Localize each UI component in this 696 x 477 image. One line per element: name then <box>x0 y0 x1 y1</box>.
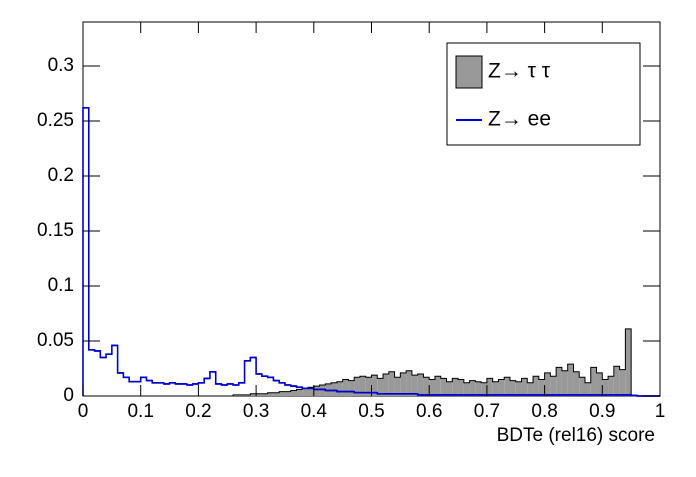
hist-bar <box>492 381 499 396</box>
hist-bar <box>342 379 349 396</box>
hist-bar <box>469 380 476 396</box>
x-tick-label: 0.3 <box>243 401 269 422</box>
x-tick-label: 0.8 <box>531 401 557 422</box>
hist-bar <box>238 394 245 396</box>
hist-bar <box>579 377 585 396</box>
hist-bar <box>423 377 430 396</box>
hist-outline <box>83 328 660 397</box>
hist-bar <box>383 374 389 396</box>
x-tick-label: 1 <box>655 401 666 422</box>
x-tick-label: 0 <box>78 401 89 422</box>
hist-bar <box>504 377 510 396</box>
hist-bar <box>515 381 522 396</box>
y-tick-label: 0.3 <box>48 55 74 76</box>
hist-bar <box>411 375 418 396</box>
x-tick-label: 0.7 <box>474 401 500 422</box>
hist-bar <box>394 377 401 396</box>
hist-bar <box>625 328 632 396</box>
hist-bar <box>550 376 557 396</box>
hist-bar <box>440 378 447 396</box>
hist-bar <box>533 376 539 396</box>
x-tick-label: 0.9 <box>589 401 615 422</box>
x-axis-label: BDTe (rel16) score <box>497 425 655 446</box>
hist-bar <box>475 381 482 396</box>
hist-bar <box>584 382 591 396</box>
hist-bar <box>463 382 470 396</box>
hist-bar <box>371 375 378 396</box>
hist-bar <box>619 369 626 396</box>
hist-bar <box>544 372 551 396</box>
hist-bar <box>400 372 407 396</box>
hist-outline <box>82 107 660 397</box>
y-tick-label: 0.25 <box>37 110 74 131</box>
hist-bar <box>336 381 343 396</box>
hist-bar <box>296 389 303 396</box>
x-tick-label: 0.5 <box>358 401 384 422</box>
hist-bar <box>354 377 360 396</box>
y-tick-label: 0.05 <box>37 330 74 351</box>
hist-bar <box>608 376 614 396</box>
hist-bar <box>388 371 395 396</box>
hist-bar <box>527 382 534 396</box>
y-tick-label: 0 <box>63 385 74 406</box>
hist-bar <box>319 385 326 396</box>
legend-label: Z→ τ τ <box>488 60 551 83</box>
hist-bar <box>359 376 366 396</box>
hist-bar <box>233 394 239 396</box>
hist-bar <box>481 382 487 396</box>
hist-bar <box>573 371 580 396</box>
y-tick-label: 0.1 <box>48 275 74 296</box>
hist-bar <box>267 392 274 396</box>
x-tick-label: 0.2 <box>185 401 211 422</box>
hist-bar <box>365 377 372 396</box>
hist-bar <box>590 367 597 396</box>
legend-swatch <box>455 55 483 89</box>
hist-bar <box>446 381 453 396</box>
hist-bar <box>256 393 262 396</box>
hist-bar <box>348 380 355 396</box>
x-tick-label: 0.1 <box>127 401 153 422</box>
hist-bar <box>596 372 603 396</box>
hist-bar <box>521 378 528 396</box>
hist-bar <box>302 388 309 396</box>
hist-bar <box>509 380 516 396</box>
hist-bar <box>406 370 412 396</box>
hist-bar <box>613 366 620 396</box>
hist-bar <box>273 392 280 396</box>
hist-bar <box>308 387 314 396</box>
hist-bar <box>498 379 505 396</box>
hist-bar <box>434 376 441 396</box>
hist-bar <box>279 391 285 396</box>
x-tick-label: 0.6 <box>416 401 442 422</box>
hist-bar <box>290 390 297 396</box>
hist-bar <box>538 379 545 396</box>
y-tick-label: 0.15 <box>37 220 74 241</box>
hist-bar <box>284 391 291 396</box>
legend-label: Z→ ee <box>488 108 551 131</box>
hist-bar <box>567 364 574 396</box>
hist-bar <box>244 394 251 396</box>
hist-bar <box>486 378 493 396</box>
hist-bar <box>602 379 609 396</box>
hist-bar <box>313 386 320 396</box>
hist-bar <box>331 382 337 396</box>
hist-bar <box>417 374 424 396</box>
hist-bar <box>561 370 568 396</box>
hist-bar <box>452 378 459 396</box>
hist-bar <box>429 379 435 396</box>
hist-bar <box>250 393 257 396</box>
hist-bar <box>458 379 464 396</box>
hist-bar <box>261 393 268 396</box>
y-tick-label: 0.2 <box>48 165 74 186</box>
x-tick-label: 0.4 <box>301 401 328 422</box>
hist-bar <box>556 367 562 396</box>
hist-bar <box>377 378 384 396</box>
